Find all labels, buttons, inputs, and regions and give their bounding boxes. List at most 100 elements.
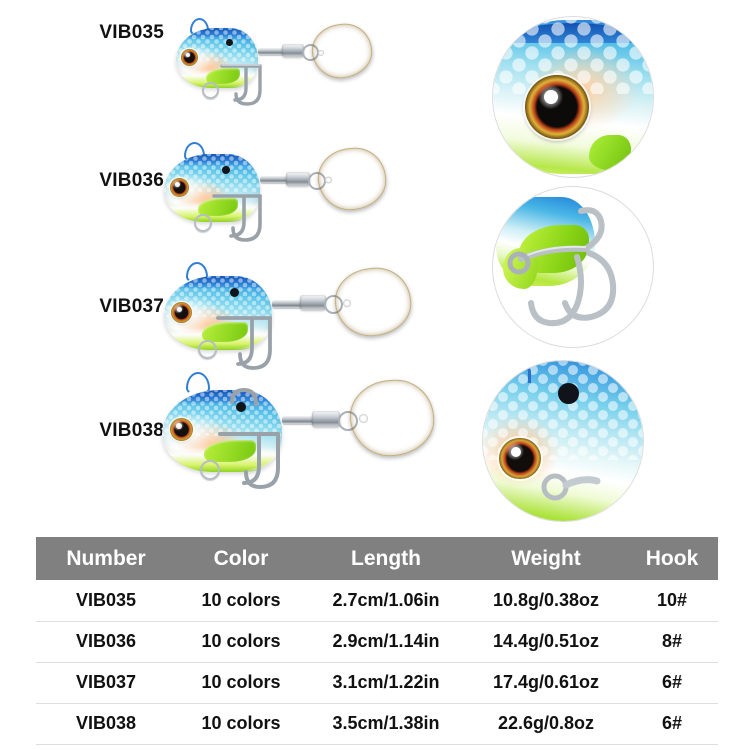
body-closeup-lateral-dot (558, 383, 579, 405)
swivel-ring (338, 411, 358, 431)
column-header-number: Number (66, 546, 146, 570)
cell-hook: 6# (626, 662, 718, 704)
detail-circle-treble-hook-closeup (492, 186, 654, 348)
treble-hook-icon (212, 194, 262, 242)
back-stripe (170, 276, 270, 290)
lure-eye (181, 49, 198, 66)
spinner-blade (314, 144, 390, 214)
cell-color: 10 colors (176, 580, 306, 622)
column-header-color: Color (213, 546, 269, 570)
product-label-vib035: VIB035 (99, 22, 164, 43)
tow-eye-icon (186, 372, 210, 395)
spinner-blade (347, 377, 437, 459)
lateral-dot (236, 402, 246, 412)
tow-eye-icon (190, 18, 209, 36)
green-flash (202, 322, 248, 342)
cell-color: 10 colors (176, 662, 306, 704)
green-flash (204, 440, 256, 462)
detail-inner (483, 361, 643, 521)
product-label-vib037: VIB037 (99, 296, 164, 317)
column-header-length: Length (351, 546, 421, 570)
blade-hole (317, 49, 325, 57)
cell-number: VIB038 (36, 703, 176, 745)
green-flash (198, 198, 238, 216)
split-ring (194, 214, 212, 232)
table-row: VIB036 10 colors 2.9cm/1.14in 14.4g/0.51… (36, 621, 718, 663)
lure-eye (171, 302, 192, 323)
split-ring (202, 82, 219, 99)
split-ring (198, 340, 217, 359)
cell-color: 10 colors (176, 621, 306, 663)
blade-hole (324, 176, 333, 184)
split-ring (200, 460, 220, 480)
cell-hook: 10# (626, 580, 718, 622)
detail-inner (493, 187, 653, 347)
wire-shaft (272, 300, 302, 308)
detail-circle-lure-eye-closeup (492, 16, 654, 178)
lure-image-vib035 (172, 16, 376, 121)
table-row: VIB037 10 colors 3.1cm/1.22in 17.4g/0.61… (36, 662, 718, 704)
lateral-dot (222, 166, 230, 174)
cell-weight: 17.4g/0.61oz (466, 662, 626, 704)
swivel (300, 295, 326, 310)
table-header-row: Number Color Length Weight Hook (36, 537, 718, 580)
product-row-vib037: VIB037 (78, 296, 164, 318)
back-stripe (169, 154, 259, 167)
product-row-vib036: VIB036 (78, 170, 164, 192)
back-stripe (180, 28, 257, 39)
hook-closeup-treble-hook-icon (507, 207, 617, 327)
body-closeup-tow-eye-icon (505, 364, 531, 384)
column-header-hook: Hook (645, 546, 699, 570)
tow-eye-icon (186, 262, 208, 283)
swivel (286, 172, 310, 186)
treble-hook-icon (218, 387, 280, 490)
green-flash (206, 68, 240, 84)
blade-hole (342, 298, 352, 308)
cell-length: 3.5cm/1.38in (306, 703, 466, 745)
cell-weight: 10.8g/0.38oz (466, 580, 626, 622)
lure-image-vib036 (160, 140, 400, 260)
wire-shaft (258, 48, 284, 55)
swivel (282, 44, 304, 57)
cell-length: 2.9cm/1.14in (306, 621, 466, 663)
cell-weight: 14.4g/0.51oz (466, 621, 626, 663)
lure-image-vib038 (158, 368, 458, 513)
cell-hook: 8# (626, 621, 718, 663)
lateral-dot (226, 39, 233, 46)
body-closeup-eye (499, 437, 541, 480)
table-row: VIB038 10 colors 3.5cm/1.38in 22.6g/0.8o… (36, 703, 718, 745)
lure-eye (170, 418, 193, 441)
product-row-vib035: VIB035 (78, 22, 164, 44)
wire-shaft (282, 416, 314, 424)
spinner-blade (332, 264, 414, 340)
product-label-vib036: VIB036 (99, 170, 164, 191)
wire-shaft (260, 176, 288, 183)
treble-hook-icon (216, 316, 272, 370)
eye-closeup-eye (525, 74, 589, 139)
table-row: VIB035 10 colors 2.7cm/1.06in 10.8g/0.38… (36, 580, 718, 622)
treble-hook-icon (220, 64, 262, 106)
cell-length: 3.1cm/1.22in (306, 662, 466, 704)
cell-length: 2.7cm/1.06in (306, 580, 466, 622)
cell-weight: 22.6g/0.8oz (466, 703, 626, 745)
lure-eye (170, 178, 189, 197)
column-header-weight: Weight (511, 546, 581, 570)
cell-hook: 6# (626, 703, 718, 745)
body-closeup-split-ring-icon (541, 473, 601, 501)
detail-inner (493, 17, 653, 177)
cell-number: VIB036 (36, 621, 176, 663)
product-row-vib038: VIB038 (78, 420, 164, 442)
lateral-dot (230, 288, 239, 297)
spinner-blade (308, 20, 376, 82)
cell-number: VIB035 (36, 580, 176, 622)
cell-color: 10 colors (176, 703, 306, 745)
detail-circle-body-pattern-closeup (482, 360, 644, 522)
lure-image-vib037 (160, 258, 430, 388)
cell-number: VIB037 (36, 662, 176, 704)
swivel-ring (324, 295, 343, 314)
tow-eye-icon (184, 142, 205, 162)
product-label-vib038: VIB038 (99, 420, 164, 441)
swivel (312, 411, 340, 427)
blade-hole (358, 413, 369, 424)
